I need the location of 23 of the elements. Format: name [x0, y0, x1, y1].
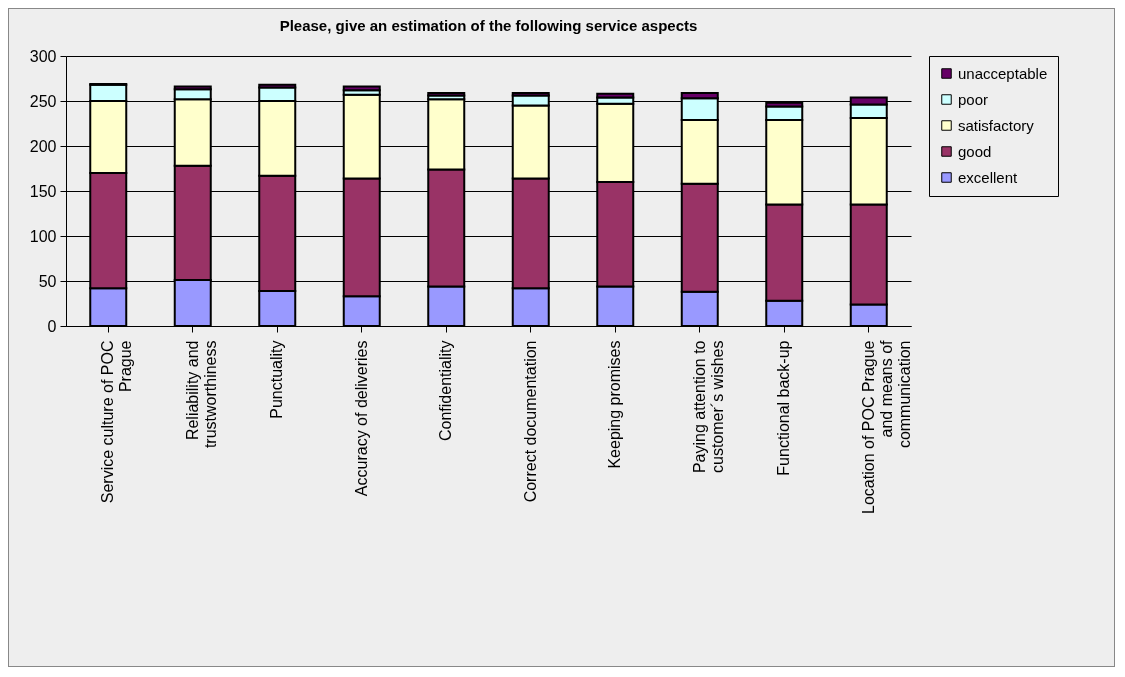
y-tick-label: 250	[29, 92, 57, 110]
x-tick-label: Keeping promises	[606, 340, 624, 469]
legend-label: unacceptable	[958, 64, 1048, 82]
x-tick-label: Paying attention to customer´s wishes	[690, 340, 726, 474]
y-tick-label: 0	[47, 317, 57, 335]
x-tick-label: Reliability and trustworthiness	[183, 340, 219, 449]
legend-label: poor	[958, 90, 989, 108]
x-tick-label: Punctuality	[268, 340, 286, 419]
y-tick-label: 100	[29, 227, 57, 245]
y-tick-label: 150	[29, 182, 57, 200]
x-tick-label: Service culture of POC Prague	[99, 340, 135, 504]
x-tick-label: Location of POC Prague and means of communication	[859, 339, 913, 514]
legend-label: excellent	[958, 168, 1019, 186]
legend-label: good	[958, 142, 992, 160]
x-tick-label: Confidentiality	[437, 340, 455, 441]
x-tick-label: Functional back-up	[775, 340, 793, 476]
y-tick-label: 200	[29, 137, 57, 155]
x-tick-label: Accuracy of deliveries	[352, 340, 370, 497]
x-tick-label: Correct documentation	[521, 340, 539, 503]
y-tick-label: 50	[38, 272, 57, 290]
legend-label: satisfactory	[958, 116, 1035, 134]
y-tick-label: 300	[29, 47, 57, 65]
chart-title: Please, give an estimation of the following service aspects	[279, 17, 698, 34]
